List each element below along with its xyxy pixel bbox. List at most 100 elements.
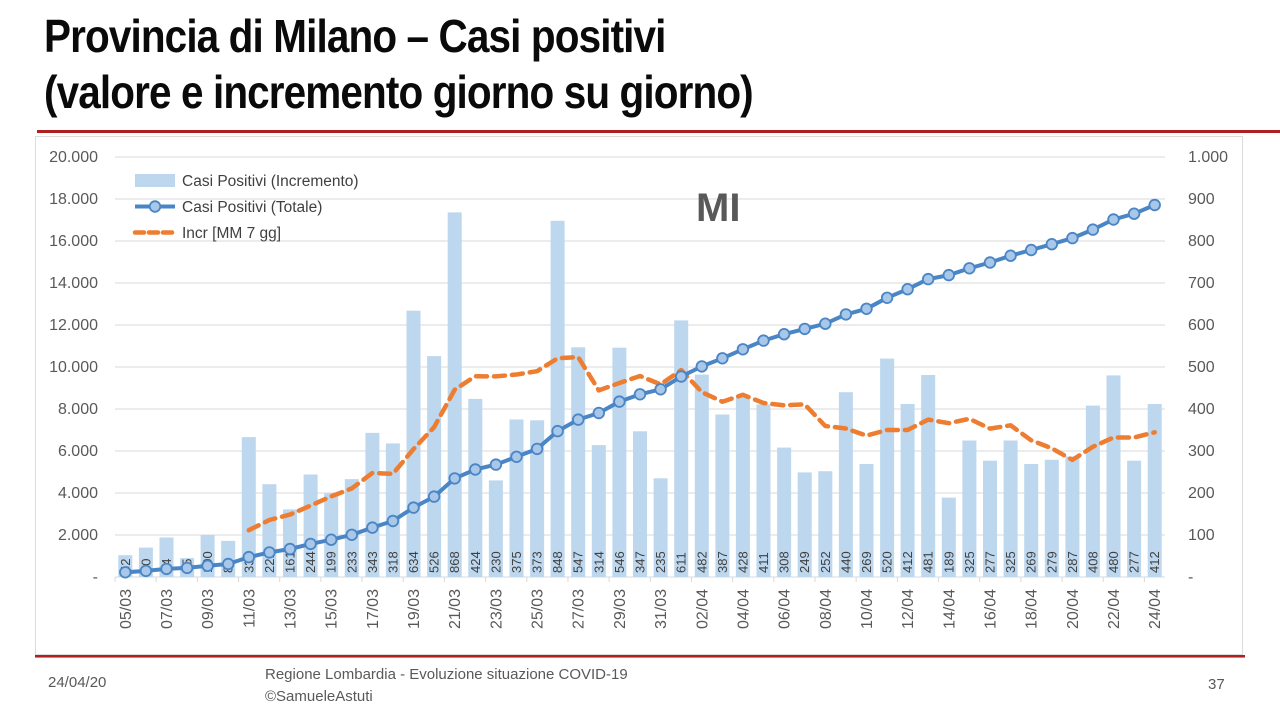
bar-value-label: 347 — [633, 551, 648, 573]
slide-title: Provincia di Milano – Casi positivi (val… — [44, 8, 754, 120]
bar-value-label: 269 — [1024, 551, 1039, 573]
x-axis-label: 16/04 — [983, 589, 1000, 629]
svg-text:2.000: 2.000 — [58, 527, 98, 544]
bar — [983, 460, 997, 577]
line-marker — [798, 322, 811, 336]
line-marker — [777, 327, 791, 341]
bar-value-label: 287 — [1065, 551, 1080, 573]
line-marker — [325, 533, 338, 546]
bar-value-label: 189 — [941, 551, 956, 573]
bar — [1085, 405, 1100, 577]
x-axis-label: 18/04 — [1024, 589, 1041, 629]
bar-value-label: 375 — [509, 551, 524, 573]
bar-series-casi-positivi-incremento — [118, 212, 1162, 578]
bar-value-label: 343 — [365, 551, 380, 573]
svg-text:12.000: 12.000 — [49, 317, 98, 334]
x-axis-ticks — [114, 577, 1145, 582]
bar — [530, 420, 545, 577]
x-axis-label: 11/03 — [241, 589, 258, 628]
bar-value-label: 325 — [962, 551, 977, 573]
bar — [797, 472, 812, 577]
slide-title-line1: Provincia di Milano – Casi positivi — [44, 10, 666, 62]
x-axis-label: 04/04 — [735, 589, 752, 629]
line-marker — [345, 528, 359, 542]
x-axis-label: 27/03 — [571, 589, 588, 629]
bar — [303, 474, 318, 577]
bar — [921, 375, 936, 577]
svg-text:100: 100 — [1188, 527, 1215, 544]
bar-value-label: 480 — [1106, 551, 1121, 573]
x-axis-label: 23/03 — [488, 589, 505, 629]
x-axis-label: 20/04 — [1065, 589, 1082, 629]
bar — [241, 437, 256, 577]
line-marker — [283, 542, 297, 556]
x-axis-label: 07/03 — [159, 589, 176, 629]
y-axis-right-labels: 1.000 900 800 700 600 500 400 300 200 100 - — [1188, 149, 1228, 586]
bar-value-label: 481 — [921, 551, 936, 573]
line-marker — [1066, 231, 1079, 245]
bar — [1106, 375, 1121, 577]
bar — [756, 404, 771, 577]
line-marker — [572, 413, 585, 426]
bar-value-label: 482 — [694, 551, 709, 573]
line-marker — [160, 562, 173, 576]
bar-value-label: 411 — [756, 552, 771, 573]
bar — [1147, 404, 1162, 577]
line-marker — [613, 395, 626, 408]
chart-underline-rule — [35, 655, 1245, 658]
bar-value-label: 428 — [735, 551, 750, 573]
line-marker — [860, 302, 873, 316]
line-marker — [469, 463, 482, 476]
totale-line-markers — [119, 198, 1161, 579]
line-marker — [448, 472, 461, 485]
bar-value-label: 308 — [777, 551, 792, 573]
line-marker — [1045, 237, 1059, 251]
line-marker — [366, 521, 379, 534]
bar-value-label: 412 — [1147, 551, 1162, 573]
x-axis-label: 13/03 — [283, 589, 300, 629]
line-marker — [242, 550, 256, 564]
svg-text:4.000: 4.000 — [58, 485, 98, 502]
bar — [633, 431, 647, 577]
footer-credit-line2: ©SamueleAstuti — [265, 688, 373, 705]
bar — [674, 320, 689, 577]
x-axis-label: 29/03 — [612, 589, 629, 629]
line-marker — [407, 501, 420, 514]
bar — [777, 447, 792, 577]
bar — [468, 398, 483, 577]
bar — [653, 478, 668, 577]
bar-value-label: 325 — [1003, 551, 1018, 573]
bar — [1024, 464, 1039, 577]
svg-text:10.000: 10.000 — [49, 359, 98, 376]
bar-value-label: 387 — [715, 551, 730, 573]
bar — [1003, 440, 1018, 577]
x-axis-label: 09/03 — [200, 589, 217, 629]
line-marker — [819, 317, 832, 330]
x-axis-label: 24/04 — [1147, 589, 1164, 629]
svg-text:20.000: 20.000 — [49, 149, 98, 166]
bar-value-label: 199 — [324, 551, 339, 573]
line-marker — [304, 537, 317, 551]
line-marker — [901, 282, 914, 296]
bar-value-label: 526 — [427, 551, 442, 573]
bar — [941, 497, 956, 577]
line-marker — [427, 490, 441, 503]
line-marker — [592, 406, 606, 420]
line-marker — [963, 262, 976, 275]
bar-value-label: 520 — [880, 551, 895, 573]
line-marker — [922, 272, 935, 286]
y-axis-left-labels: 20.000 18.000 16.000 14.000 12.000 10.000 8.00… — [49, 149, 98, 586]
bar-value-label: 314 — [591, 551, 606, 573]
bar-value-label: 161 — [283, 551, 298, 573]
x-axis-label: 05/03 — [118, 589, 135, 629]
line-marker — [942, 268, 956, 282]
line-marker — [880, 291, 894, 305]
line-marker — [263, 546, 276, 559]
bar-value-label: 252 — [818, 551, 833, 573]
line-marker — [221, 557, 235, 571]
svg-text:700: 700 — [1188, 275, 1215, 292]
line-marker — [1148, 198, 1161, 212]
bar — [571, 347, 586, 577]
footer-page-number: 37 — [1208, 676, 1225, 693]
bar-value-label: 611 — [674, 552, 689, 573]
